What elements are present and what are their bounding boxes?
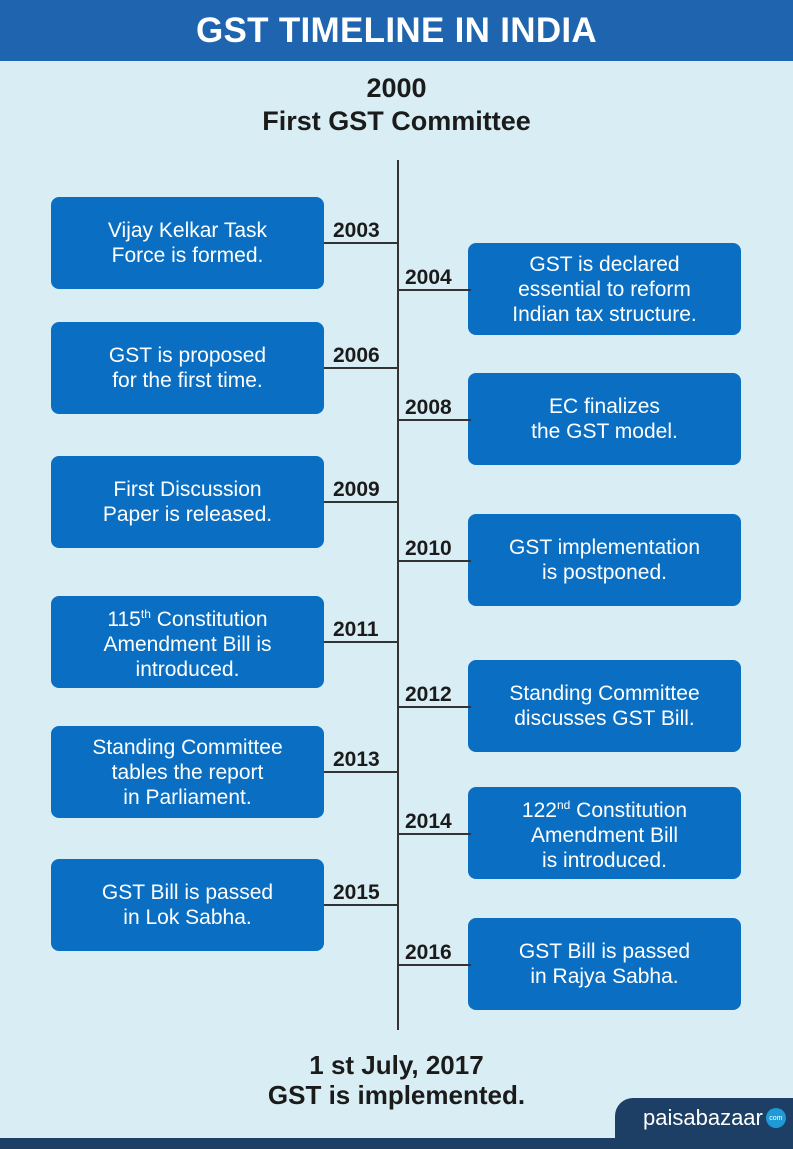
event-text: EC finalizes the GST model.: [531, 395, 678, 443]
connector-2012: [398, 706, 471, 708]
event-box-2016: GST Bill is passed in Rajya Sabha.: [468, 918, 741, 1010]
year-label-2015: 2015: [333, 881, 380, 904]
event-text-pre: 122: [521, 799, 557, 822]
connector-2015: [324, 904, 397, 906]
year-label-2014: 2014: [405, 810, 452, 833]
year-label-2008: 2008: [405, 396, 452, 419]
year-label-2016: 2016: [405, 941, 452, 964]
event-box-2012: Standing Committee discusses GST Bill.: [468, 660, 741, 752]
start-year: 2000: [366, 73, 427, 103]
event-text: GST Bill is passed in Rajya Sabha.: [518, 940, 691, 988]
year-label-2013: 2013: [333, 748, 380, 771]
timeline-axis: [397, 160, 399, 1030]
year-label-2003: 2003: [333, 219, 380, 242]
event-box-2014: 122nd Constitution Amendment Bill is int…: [468, 787, 741, 879]
connector-2008: [398, 419, 471, 421]
brand-name: paisabazaar: [643, 1105, 763, 1130]
event-text: Standing Committee discusses GST Bill.: [509, 682, 700, 730]
event-box-2003: Vijay Kelkar Task Force is formed.: [51, 197, 324, 289]
connector-2013: [324, 771, 397, 773]
brand-dot-icon: com: [765, 1108, 786, 1128]
brand-logo: paisabazaar com: [615, 1098, 793, 1138]
event-text: GST is proposed for the first time.: [108, 344, 267, 392]
ordinal-suffix: nd: [556, 798, 571, 812]
event-text: First Discussion Paper is released.: [102, 478, 273, 526]
year-label-2012: 2012: [405, 683, 452, 706]
connector-2004: [398, 289, 471, 291]
event-box-2006: GST is proposed for the first time.: [51, 322, 324, 414]
timeline-end: 1 st July, 2017 GST is implemented.: [0, 1050, 793, 1110]
connector-2011: [324, 641, 397, 643]
event-text: 122nd Constitution Amendment Bill is int…: [522, 793, 687, 873]
footer-bar: [0, 1138, 793, 1149]
event-text: GST Bill is passed in Lok Sabha.: [101, 881, 274, 929]
year-label-2006: 2006: [333, 344, 380, 367]
event-box-2011: 115th Constitution Amendment Bill is int…: [51, 596, 324, 688]
event-text: Standing Committee tables the report in …: [92, 735, 283, 809]
event-text: Vijay Kelkar Task Force is formed.: [107, 219, 268, 267]
event-text: GST implementation is postponed.: [508, 536, 701, 584]
end-label: GST is implemented.: [267, 1080, 526, 1110]
event-box-2004: GST is declared essential to reform Indi…: [468, 243, 741, 335]
year-label-2004: 2004: [405, 266, 452, 289]
year-label-2010: 2010: [405, 537, 452, 560]
connector-2010: [398, 560, 471, 562]
event-text: 115th Constitution Amendment Bill is int…: [103, 602, 271, 682]
connector-2016: [398, 964, 471, 966]
event-text-post: Constitution Amendment Bill is introduce…: [103, 608, 272, 681]
year-label-2009: 2009: [333, 478, 380, 501]
event-text-pre: 115: [107, 608, 141, 631]
year-label-2011: 2011: [333, 618, 379, 641]
event-text-post: Constitution Amendment Bill is introduce…: [530, 799, 688, 872]
connector-2014: [398, 833, 471, 835]
ordinal-suffix: th: [140, 607, 151, 621]
event-text: GST is declared essential to reform Indi…: [512, 252, 697, 326]
timeline-start: 2000 First GST Committee: [0, 72, 793, 138]
connector-2006: [324, 367, 397, 369]
page-title: GST TIMELINE IN INDIA: [0, 0, 793, 61]
event-box-2013: Standing Committee tables the report in …: [51, 726, 324, 818]
connector-2003: [324, 242, 397, 244]
connector-2009: [324, 501, 397, 503]
event-box-2008: EC finalizes the GST model.: [468, 373, 741, 465]
event-box-2009: First Discussion Paper is released.: [51, 456, 324, 548]
start-label: First GST Committee: [262, 106, 531, 136]
end-date: 1 st July, 2017: [309, 1050, 484, 1080]
event-box-2015: GST Bill is passed in Lok Sabha.: [51, 859, 324, 951]
event-box-2010: GST implementation is postponed.: [468, 514, 741, 606]
